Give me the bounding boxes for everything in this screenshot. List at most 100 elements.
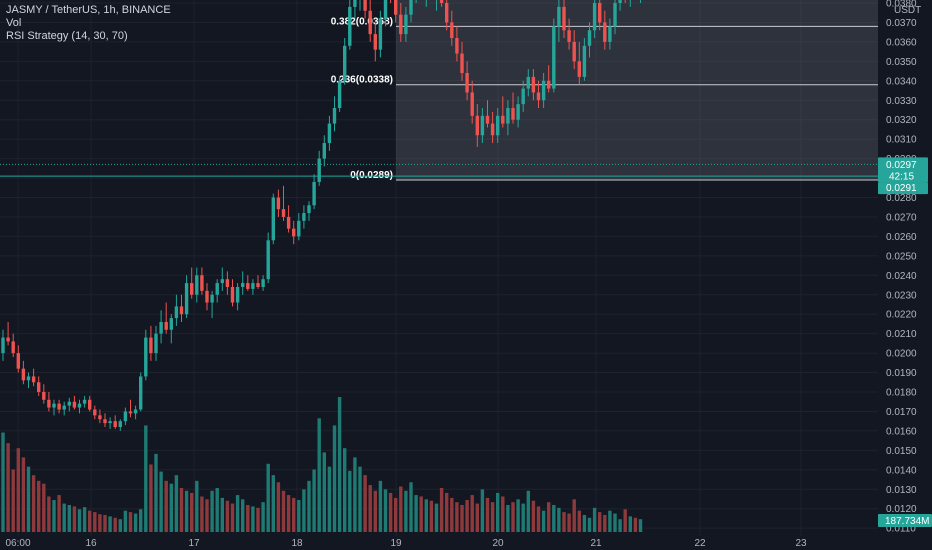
volume-bar [297, 500, 301, 532]
candle-body [37, 382, 41, 392]
volume-bar [465, 500, 469, 532]
time-tick-label: 22 [694, 538, 706, 549]
candle-body [348, 6, 352, 46]
price-tick-label: 0.0220 [886, 310, 917, 321]
volume-bar [353, 457, 357, 532]
candle-body [98, 415, 102, 420]
time-axis[interactable]: 06:00 16 17 18 19 20 21 22 23 [0, 536, 878, 550]
candle-body [322, 143, 326, 159]
candle-body [154, 333, 158, 354]
time-tick-label: 19 [390, 538, 402, 549]
volume-bar [256, 507, 260, 532]
candle-body [485, 115, 490, 124]
volume-bar [638, 519, 643, 532]
candle-body [164, 321, 168, 330]
strategy-indicator-label[interactable]: RSI Strategy (14, 30, 70) [6, 30, 128, 42]
time-axis-background [0, 536, 878, 550]
volume-bar [21, 457, 26, 532]
candle-body [511, 108, 515, 120]
volume-indicator-label[interactable]: Vol [6, 17, 22, 29]
fib-level-label: 0(0.0289) [350, 170, 393, 181]
candle-body [195, 275, 199, 295]
volume-bar [470, 495, 474, 532]
time-tick-label: 17 [188, 538, 200, 549]
candle-body [292, 228, 296, 237]
volume-bar [11, 469, 15, 532]
volume-bar [93, 512, 97, 532]
candle-body [266, 240, 270, 280]
candle-body [480, 115, 485, 136]
volume-bar [82, 507, 87, 532]
volume-bar [139, 509, 143, 532]
volume-bar [598, 512, 602, 532]
candle-body [547, 80, 551, 89]
volume-bar [506, 505, 510, 532]
volume-bar [399, 486, 403, 532]
candle-body [404, 14, 408, 35]
price-tag-last-value: 0.0291 [886, 183, 917, 194]
candle-body [526, 76, 530, 89]
price-axis[interactable]: 0.0380 0.0370 0.0360 0.0350 0.0340 0.0330 0.03… [878, 0, 932, 550]
volume-bar [388, 492, 393, 532]
volume-bar [6, 443, 10, 532]
volume-bar [490, 502, 495, 532]
volume-bar [31, 475, 36, 532]
candle-body [587, 30, 592, 46]
volume-bar [572, 499, 576, 532]
time-tick-label: 21 [590, 538, 602, 549]
candle-body [31, 376, 36, 383]
candle-body [613, 3, 617, 27]
volume-bar [292, 497, 296, 532]
volume-bar [404, 490, 408, 532]
volume-bar [281, 490, 286, 532]
candle-body [618, 0, 622, 3]
volume-bar [261, 502, 265, 532]
price-tick-label: 0.0330 [886, 96, 917, 107]
price-tick-label: 0.0230 [886, 290, 917, 301]
price-tick-label: 0.0310 [886, 135, 917, 146]
volume-bar [628, 516, 632, 532]
volume-bar [286, 495, 291, 532]
volume-bar [220, 497, 224, 532]
volume-bar [128, 512, 133, 532]
volume-bar [358, 466, 362, 532]
candle-body [184, 283, 189, 315]
volume-bar [225, 500, 230, 532]
fibonacci-retracement[interactable]: 0.382(0.0368) 0.236(0.0338) 0(0.0289) [331, 0, 878, 181]
volume-bar [541, 510, 546, 532]
price-tick-label: 0.0350 [886, 57, 917, 68]
candle-body [373, 34, 377, 50]
candle-body [271, 197, 275, 241]
volume-bar [133, 513, 138, 532]
candle-body [256, 283, 260, 287]
symbol-title[interactable]: JASMY / TetherUS, 1h, BINANCE [6, 4, 171, 16]
volume-bar [72, 506, 77, 532]
candle-body [572, 41, 576, 62]
price-tick-label: 0.0130 [886, 485, 917, 496]
candle-body [470, 92, 474, 116]
volume-bar [618, 519, 622, 532]
candle-body [460, 53, 464, 74]
price-tick-label: 0.0120 [886, 504, 917, 515]
candle-body [439, 0, 444, 3]
volume-bar [179, 487, 184, 532]
price-tick-label: 0.0210 [886, 329, 917, 340]
volume-bar [409, 482, 413, 532]
volume-bar [251, 506, 255, 532]
candle-body [353, 0, 357, 7]
volume-bar [445, 492, 449, 532]
volume-bar [511, 502, 515, 532]
candle-body [42, 392, 46, 400]
volume-bar [266, 463, 270, 532]
time-tick-label: 18 [291, 538, 303, 549]
time-tick-label: 16 [85, 538, 97, 549]
candle-body [220, 279, 224, 284]
time-tick-label: 06:00 [5, 538, 30, 549]
candle-body [562, 6, 566, 31]
candle-body [281, 209, 286, 217]
candle-body [179, 306, 184, 315]
volume-bar [113, 517, 117, 532]
volume-bar [47, 496, 51, 532]
price-tick-label: 0.0140 [886, 465, 917, 476]
